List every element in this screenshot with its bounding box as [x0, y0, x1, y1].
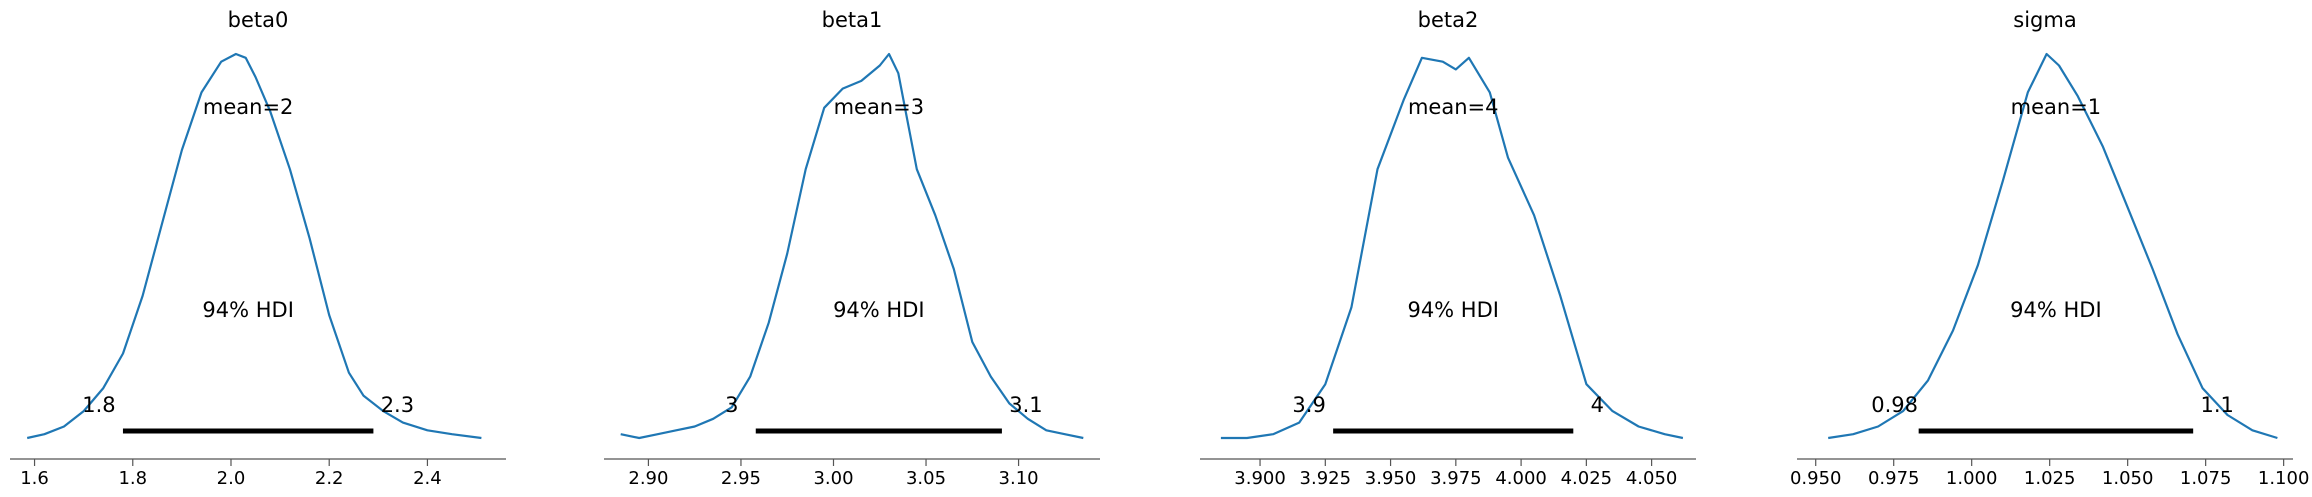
hdi-lower-label: 3: [725, 393, 738, 417]
hdi-label: 94% HDI: [202, 298, 294, 322]
x-tick-label: 1.050: [2102, 468, 2154, 489]
x-tick-label: 1.100: [2258, 468, 2310, 489]
x-tick-label: 1.8: [118, 468, 147, 489]
x-tick-label: 1.075: [2180, 468, 2232, 489]
panel-sigma: sigma mean=1 94% HDI 0.98 1.1 0.950 0.975 1.000…: [1790, 8, 2309, 489]
mean-label: mean=3: [834, 95, 925, 119]
hdi-label: 94% HDI: [1407, 298, 1499, 322]
x-tick-label: 1.025: [2024, 468, 2076, 489]
panel-title: beta2: [1418, 8, 1479, 32]
hdi-upper-label: 3.1: [1009, 393, 1042, 417]
x-tick-label: 3.900: [1234, 468, 1286, 489]
density-curve: [1828, 52, 2278, 440]
x-tick-label: 3.10: [999, 468, 1039, 489]
mean-label: mean=1: [2011, 95, 2102, 119]
mean-label: mean=2: [203, 95, 294, 119]
x-tick-label: 4.000: [1495, 468, 1547, 489]
panel-beta1: beta1 mean=3 94% HDI 3 3.1 2.90 2.95 3.00 3.05 3.…: [604, 8, 1100, 489]
panel-beta0: beta0 mean=2 94% HDI 1.8 2.3 1.6 1.8 2.0 2.2 2.4: [10, 8, 506, 489]
panel-title: sigma: [2013, 8, 2076, 32]
x-tick-label: 4.025: [1561, 468, 1613, 489]
hdi-lower-label: 3.9: [1292, 393, 1325, 417]
density-curve: [26, 52, 482, 440]
x-tick-label: 2.0: [217, 468, 246, 489]
hdi-lower-label: 0.98: [1871, 393, 1918, 417]
x-tick-label: 4.050: [1626, 468, 1678, 489]
x-tick-label: 3.975: [1430, 468, 1482, 489]
x-tick-label: 2.4: [413, 468, 442, 489]
x-tick-label: 2.95: [721, 468, 761, 489]
hdi-upper-label: 1.1: [2200, 393, 2233, 417]
x-tick-label: 1.000: [1946, 468, 1998, 489]
density-curve: [620, 52, 1084, 440]
hdi-upper-label: 4: [1591, 393, 1604, 417]
panel-beta2: beta2 mean=4 94% HDI 3.9 4 3.900 3.925 3.950 3.9…: [1200, 8, 1696, 489]
hdi-lower-label: 1.8: [82, 393, 115, 417]
panel-title: beta1: [822, 8, 883, 32]
x-tick-label: 0.950: [1790, 468, 1842, 489]
hdi-label: 94% HDI: [2010, 298, 2102, 322]
x-tick-label: 1.6: [20, 468, 49, 489]
hdi-label: 94% HDI: [833, 298, 925, 322]
x-tick-label: 3.950: [1365, 468, 1417, 489]
x-tick-label: 2.2: [315, 468, 344, 489]
x-tick-label: 3.05: [906, 468, 946, 489]
x-tick-label: 3.925: [1300, 468, 1352, 489]
x-tick-label: 0.975: [1868, 468, 1920, 489]
density-curve: [1220, 56, 1684, 440]
x-tick-label: 2.90: [628, 468, 668, 489]
panel-title: beta0: [228, 8, 289, 32]
mean-label: mean=4: [1408, 95, 1499, 119]
hdi-upper-label: 2.3: [381, 393, 414, 417]
x-tick-label: 3.00: [813, 468, 853, 489]
